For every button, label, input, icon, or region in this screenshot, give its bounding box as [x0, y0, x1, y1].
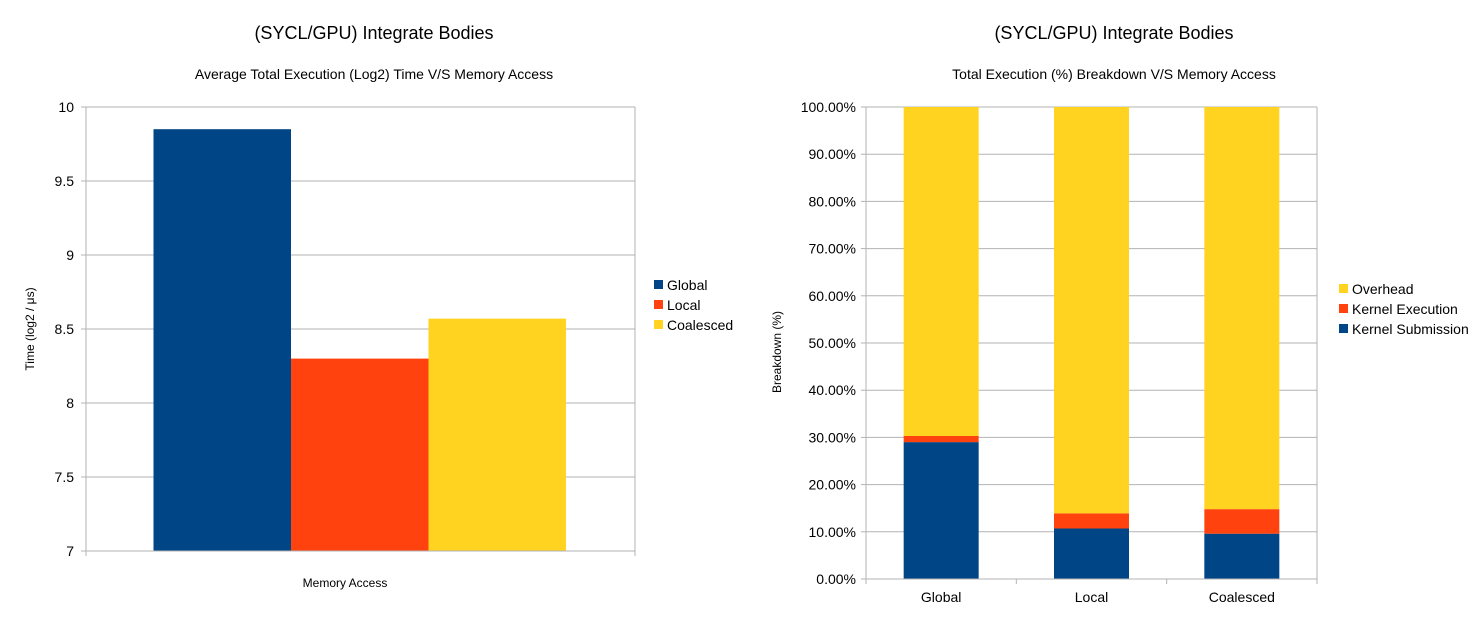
chart1-y-axis-label: Time (log2 / μs) [23, 287, 37, 370]
chart2-y-tick-label: 30.00% [809, 429, 856, 445]
chart2-title: (SYCL/GPU) Integrate Bodies [994, 23, 1233, 43]
chart2-bar-global-kernel-execution [903, 435, 979, 443]
chart2-bar-local-kernel-execution [1054, 513, 1129, 529]
chart2-x-ticks: Global Local Coalesced [921, 589, 1275, 605]
chart1-subtitle: Average Total Execution (Log2) Time V/S … [195, 66, 553, 82]
chart1-y-tick-label: 9 [66, 247, 74, 263]
chart2-legend-swatch-kernel-execution [1339, 304, 1348, 313]
chart2-y-tick-label: 80.00% [809, 193, 856, 209]
chart2-bar-global-overhead [903, 107, 979, 436]
chart1-legend: Global Local Coalesced [654, 277, 733, 333]
chart1-legend-label-local: Local [667, 297, 700, 313]
chart1-bar-local [291, 358, 429, 551]
chart1-y-tick-label: 8 [66, 395, 74, 411]
chart2-y-tick-label: 10.00% [809, 524, 856, 540]
chart1-y-ticks: 7 7.5 8 8.5 9 9.5 10 [55, 99, 75, 559]
chart1-legend-label-global: Global [667, 277, 707, 293]
chart2-stacked-bars [903, 107, 1280, 579]
chart2-y-tick-label: 70.00% [809, 241, 856, 257]
chart2-y-tick-label: 40.00% [809, 382, 856, 398]
chart2-bar-global-kernel-submission [903, 442, 979, 579]
chart2-legend-swatch-kernel-submission [1339, 324, 1348, 333]
chart2-y-tick-label: 20.00% [809, 477, 856, 493]
chart1-y-tick-label: 10 [58, 99, 74, 115]
chart2-y-tick-label: 60.00% [809, 288, 856, 304]
chart1-x-axis-label: Memory Access [303, 576, 388, 590]
chart1-bar-global [153, 129, 291, 551]
chart2-y-tick-label: 90.00% [809, 146, 856, 162]
chart2-subtitle: Total Execution (%) Breakdown V/S Memory… [952, 66, 1276, 82]
chart2-x-tick-label: Coalesced [1209, 589, 1275, 605]
chart2-y-tick-label: 100.00% [801, 99, 856, 115]
chart1-axes [85, 107, 636, 556]
chart2-y-ticks: 0.00% 10.00% 20.00% 30.00% 40.00% 50.00% 60.00… [801, 99, 856, 587]
chart1-y-tick-label: 7.5 [55, 469, 75, 485]
chart2-axes [865, 107, 1318, 584]
chart1-legend-swatch-local [654, 300, 663, 309]
chart2-y-tick-label: 0.00% [816, 571, 856, 587]
chart2-bar-coalesced-kernel-submission [1204, 533, 1280, 579]
chart-time-log2: (SYCL/GPU) Integrate Bodies Average Tota… [23, 23, 733, 590]
chart2-bar-local-overhead [1054, 107, 1129, 514]
chart2-legend-label-kernel-submission: Kernel Submission [1352, 321, 1469, 337]
chart2-legend-swatch-overhead [1339, 284, 1348, 293]
chart2-legend-label-overhead: Overhead [1352, 281, 1413, 297]
chart1-bar-coalesced [428, 318, 566, 551]
chart2-bar-coalesced-kernel-execution [1204, 509, 1280, 534]
chart1-y-tick-label: 8.5 [55, 321, 75, 337]
chart2-y-tick-label: 50.00% [809, 335, 856, 351]
chart1-y-tick-label: 7 [66, 543, 74, 559]
chart1-legend-swatch-coalesced [654, 320, 663, 329]
chart1-legend-swatch-global [654, 280, 663, 289]
chart2-legend: Overhead Kernel Execution Kernel Submissio… [1339, 281, 1469, 337]
chart2-legend-label-kernel-execution: Kernel Execution [1352, 301, 1458, 317]
chart1-bars [153, 129, 566, 551]
chart2-x-tick-label: Local [1075, 589, 1108, 605]
chart2-y-axis-label: Breakdown (%) [770, 311, 784, 393]
chart1-title: (SYCL/GPU) Integrate Bodies [254, 23, 493, 43]
chart2-x-tick-label: Global [921, 589, 961, 605]
chart2-bar-local-kernel-submission [1054, 528, 1129, 579]
chart-breakdown-percent: (SYCL/GPU) Integrate Bodies Total Execut… [770, 23, 1469, 605]
chart2-bar-coalesced-overhead [1204, 107, 1280, 510]
chart1-y-tick-label: 9.5 [55, 173, 75, 189]
chart1-legend-label-coalesced: Coalesced [667, 317, 733, 333]
